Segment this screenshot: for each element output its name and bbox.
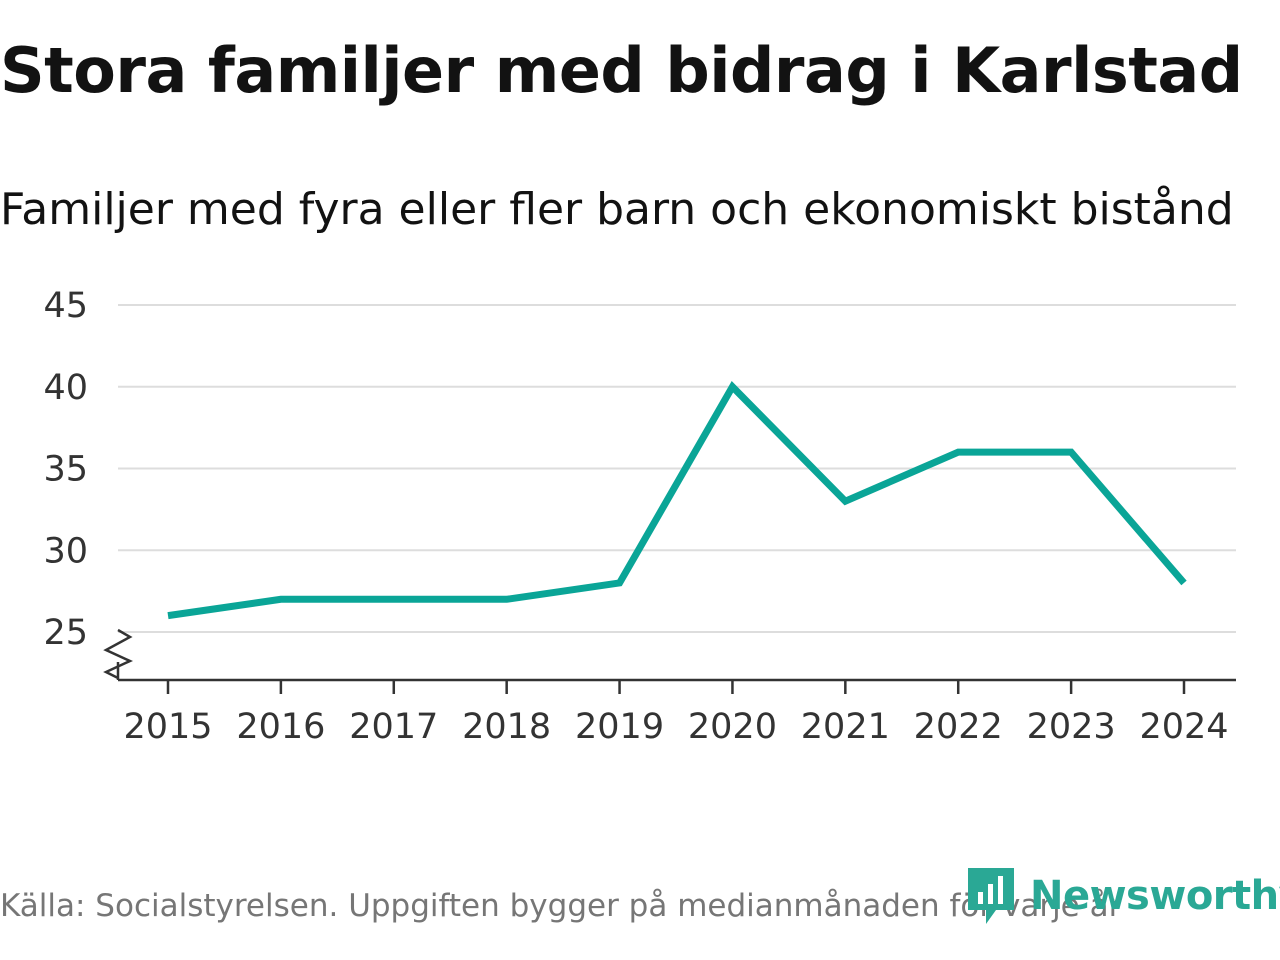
- x-tick-label: 2023: [1027, 707, 1116, 747]
- series: [167, 381, 1187, 620]
- source-note: Källa: Socialstyrelsen. Uppgiften bygger…: [0, 888, 1122, 924]
- x-axis: [103, 628, 1236, 694]
- x-tick-label: 2017: [349, 707, 438, 747]
- brand-name: Newsworthy: [1030, 873, 1280, 919]
- y-tick-label: 45: [43, 286, 88, 326]
- x-tick-label: 2016: [236, 707, 325, 747]
- grid-lines: [118, 304, 1236, 633]
- x-tick-label: 2022: [914, 707, 1003, 747]
- chart-subtitle: Familjer med fyra eller fler barn och ek…: [0, 184, 1234, 235]
- x-tick-label: 2024: [1139, 707, 1228, 747]
- axis-break-icon: [103, 628, 134, 680]
- series-line: [167, 381, 1187, 620]
- newsworthy-logo-icon: [968, 868, 1014, 924]
- y-tick-label: 40: [43, 368, 88, 408]
- y-tick-labels: 25 30 35 40 45: [43, 286, 88, 653]
- x-tick-labels: 2015 2016 2017 2018 2019 2020 2021 2022 2023 2024: [123, 707, 1228, 747]
- y-tick-label: 30: [43, 531, 88, 571]
- y-tick-label: 35: [43, 450, 88, 490]
- y-tick-label: 25: [43, 613, 88, 653]
- x-tick-label: 2015: [123, 707, 212, 747]
- x-tick-label: 2019: [575, 707, 664, 747]
- x-tick-label: 2021: [801, 707, 890, 747]
- x-tick-label: 2020: [688, 707, 777, 747]
- brand-logo: Newsworthy: [966, 866, 1280, 926]
- chart-title: Stora familjer med bidrag i Karlstad: [0, 34, 1243, 107]
- x-tick-label: 2018: [462, 707, 551, 747]
